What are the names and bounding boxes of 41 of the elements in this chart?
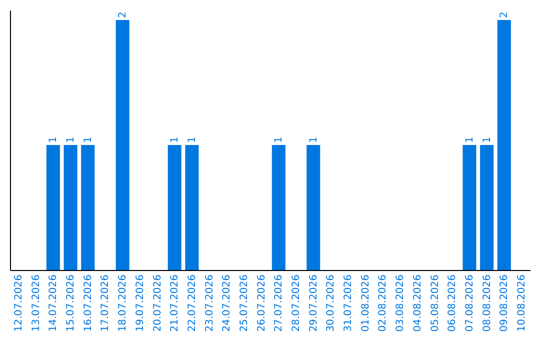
data-label: 1 (170, 136, 181, 143)
x-tick-label: 09.08.2026 (499, 274, 510, 332)
x-tick-label: 07.08.2026 (464, 274, 476, 332)
x-tick-label: 18.07.2026 (118, 274, 129, 332)
x-tick-label: 20.07.2026 (152, 274, 164, 332)
x-tick-label: 26.07.2026 (256, 274, 268, 332)
x-tick-label: 04.08.2026 (412, 274, 424, 332)
data-label: 1 (308, 136, 320, 143)
x-tick-label: 14.07.2026 (48, 274, 60, 332)
data-label: 1 (464, 136, 476, 143)
x-tick-label: 03.08.2026 (395, 274, 406, 332)
x-tick-label: 10.08.2026 (516, 274, 528, 332)
x-tick-label: 12.07.2026 (14, 274, 24, 332)
x-tick-label: 27.07.2026 (274, 274, 285, 332)
x-tick-label: 29.07.2026 (308, 274, 320, 332)
x-tick-label: 01.08.2026 (360, 274, 372, 332)
data-label: 1 (48, 136, 60, 143)
x-tick-label: 30.07.2026 (326, 274, 337, 332)
data-label: 1 (82, 136, 94, 143)
data-label: 1 (482, 136, 493, 143)
x-tick-label: 23.07.2026 (204, 274, 216, 332)
x-tick-label: 21.07.2026 (170, 274, 181, 332)
x-tick-label: 22.07.2026 (186, 274, 198, 332)
x-tick-label: 24.07.2026 (222, 274, 233, 332)
data-label: 2 (499, 12, 510, 18)
x-tick-label: 31.07.2026 (343, 274, 354, 332)
x-tick-label: 19.07.2026 (134, 274, 146, 332)
x-tick-label: 15.07.2026 (66, 274, 77, 332)
x-tick-label: 16.07.2026 (82, 274, 94, 332)
x-tick-label: 08.08.2026 (482, 274, 493, 332)
x-tick-label: 28.07.2026 (291, 274, 302, 332)
data-label: 2 (118, 12, 129, 18)
data-label: 1 (66, 136, 77, 143)
data-label: 1 (186, 136, 198, 143)
x-tick-label: 25.07.2026 (238, 274, 250, 332)
x-tick-label: 06.08.2026 (447, 274, 458, 332)
x-tick-label: 02.08.2026 (378, 274, 389, 332)
data-label: 1 (274, 136, 285, 143)
x-tick-label: 05.08.2026 (430, 274, 441, 332)
x-tick-label: 13.07.2026 (30, 274, 42, 332)
x-tick-label: 17.07.2026 (100, 274, 112, 332)
